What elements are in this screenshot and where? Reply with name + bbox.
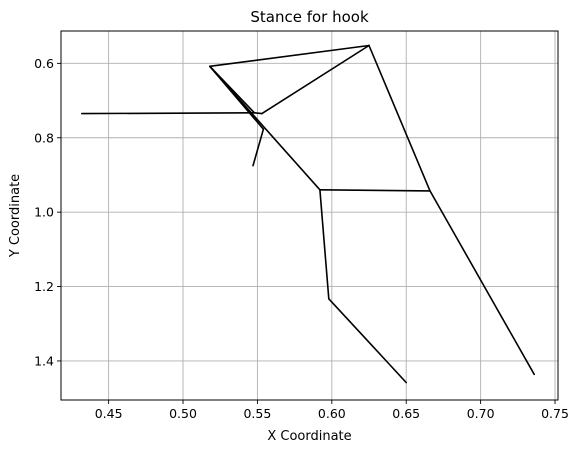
x-tick-label: 0.70: [467, 406, 495, 421]
x-tick-label: 0.50: [169, 406, 197, 421]
skeleton-segment-11: [319, 189, 330, 300]
grid: [61, 31, 558, 400]
chart-title: Stance for hook: [250, 8, 369, 26]
x-tick-label: 0.75: [541, 406, 569, 421]
skeleton-segment-7: [252, 128, 265, 167]
skeleton-segment-8: [209, 65, 321, 191]
ticks: 0.45 0.50 0.55 0.60 0.65 0.70 0.75 0.6 0.8 1.0 1.2…: [34, 56, 569, 421]
skeleton-segment-3: [261, 44, 370, 115]
x-tick-label: 0.60: [318, 406, 346, 421]
plot-frame: [60, 30, 559, 401]
skeleton-segment-4: [209, 44, 370, 68]
x-tick-label: 0.65: [392, 406, 420, 421]
y-tick-label: 1.0: [34, 205, 54, 220]
y-tick-label: 1.4: [34, 353, 54, 368]
skeleton-segment-12: [327, 297, 408, 384]
data-series: [81, 44, 536, 384]
skeleton-segment-9: [319, 189, 431, 192]
y-tick-label: 1.2: [34, 279, 54, 294]
x-tick-label: 0.45: [95, 406, 123, 421]
y-axis-label: Y Coordinate: [8, 174, 23, 258]
skeleton-segment-13: [429, 190, 536, 376]
y-tick-label: 0.6: [34, 56, 54, 71]
skeleton-segment-1: [81, 112, 256, 115]
skeleton-segment-10: [368, 44, 431, 192]
y-tick-label: 0.8: [34, 130, 54, 145]
x-tick-label: 0.55: [243, 406, 271, 421]
skeleton-segment-2: [253, 112, 263, 115]
x-axis-label: X Coordinate: [267, 429, 351, 444]
